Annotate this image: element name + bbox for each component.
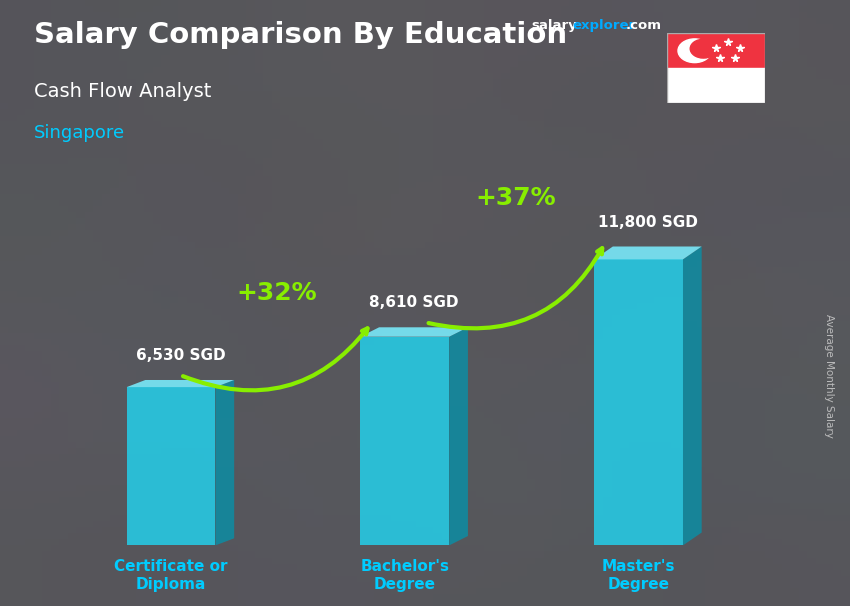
Bar <box>667 68 765 103</box>
Polygon shape <box>683 247 701 545</box>
Text: +37%: +37% <box>475 186 556 210</box>
Polygon shape <box>127 380 234 387</box>
Text: 8,610 SGD: 8,610 SGD <box>370 295 459 310</box>
Polygon shape <box>215 380 234 545</box>
Text: explorer: explorer <box>572 19 635 32</box>
Text: 11,800 SGD: 11,800 SGD <box>598 215 698 230</box>
Text: Singapore: Singapore <box>34 124 125 142</box>
Polygon shape <box>127 387 215 545</box>
Text: 6,530 SGD: 6,530 SGD <box>136 348 225 363</box>
Polygon shape <box>360 337 449 545</box>
Polygon shape <box>594 247 701 259</box>
Text: salary: salary <box>531 19 577 32</box>
Polygon shape <box>449 327 468 545</box>
Text: Salary Comparison By Education: Salary Comparison By Education <box>34 21 567 49</box>
Text: .com: .com <box>626 19 661 32</box>
Bar <box>667 33 765 68</box>
Text: Cash Flow Analyst: Cash Flow Analyst <box>34 82 212 101</box>
Polygon shape <box>360 327 468 337</box>
Polygon shape <box>594 259 683 545</box>
Circle shape <box>690 39 717 58</box>
Text: Average Monthly Salary: Average Monthly Salary <box>824 314 834 438</box>
Circle shape <box>678 39 711 62</box>
Text: +32%: +32% <box>236 281 316 305</box>
